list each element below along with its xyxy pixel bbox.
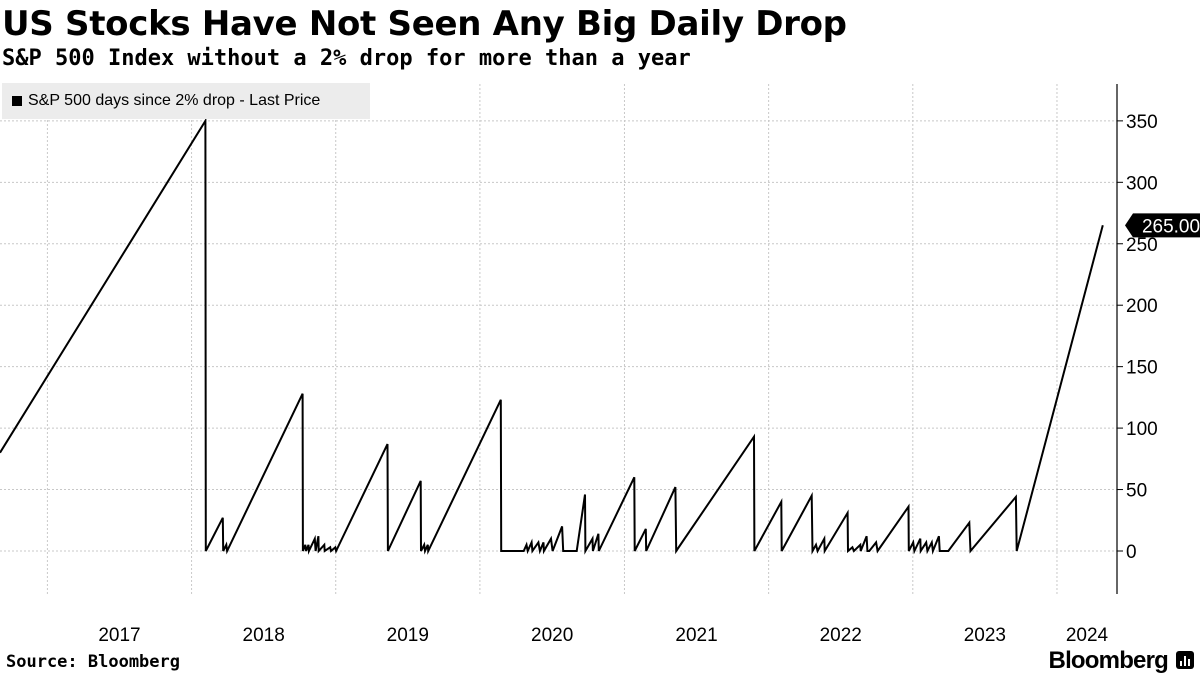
legend-label: S&P 500 days since 2% drop - Last Price — [28, 92, 321, 109]
y-tick-label: 350 — [1126, 112, 1158, 133]
legend-swatch — [12, 96, 22, 106]
last-value-badge — [1125, 213, 1200, 238]
last-value-label: 265.00 — [1142, 216, 1200, 237]
y-tick-label: 300 — [1126, 173, 1158, 194]
y-tick-label: 150 — [1126, 358, 1158, 379]
source-note: Source: Bloomberg — [6, 652, 180, 672]
page-subtitle: S&P 500 Index without a 2% drop for more… — [2, 46, 691, 71]
x-tick-label: 2022 — [820, 625, 862, 646]
y-tick-label: 200 — [1126, 296, 1158, 317]
y-tick-label: 100 — [1126, 419, 1158, 440]
x-tick-label: 2017 — [98, 625, 140, 646]
page-title: US Stocks Have Not Seen Any Big Daily Dr… — [2, 4, 847, 44]
brand-logo: Bloomberg — [1048, 647, 1169, 674]
chart-legend: S&P 500 days since 2% drop - Last Price — [2, 83, 370, 119]
y-tick-label: 50 — [1126, 481, 1147, 502]
bloomberg-chart-icon — [1176, 651, 1194, 669]
x-tick-label: 2021 — [675, 625, 717, 646]
x-tick-label: 2018 — [243, 625, 285, 646]
x-tick-label: 2023 — [964, 625, 1006, 646]
x-tick-label: 2024 — [1066, 625, 1109, 646]
x-tick-label: 2020 — [531, 625, 573, 646]
y-tick-label: 0 — [1126, 542, 1137, 563]
x-tick-label: 2019 — [387, 625, 429, 646]
y-tick-label: 250 — [1126, 235, 1158, 256]
series-line — [0, 117, 1104, 555]
